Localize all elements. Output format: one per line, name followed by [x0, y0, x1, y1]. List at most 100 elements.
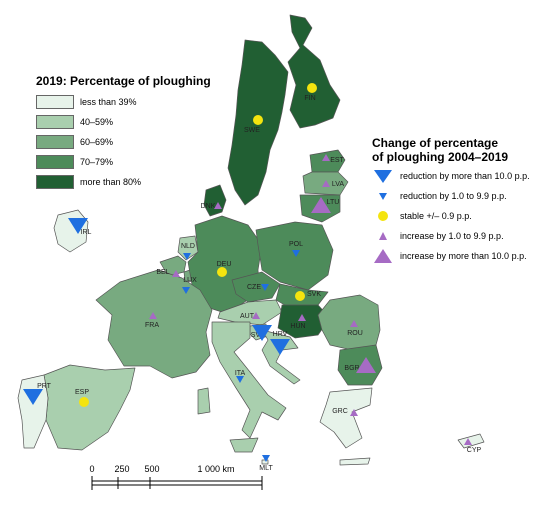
change-symbol-esp: [79, 397, 89, 407]
change-symbol-cze: [261, 284, 269, 291]
legend-class-1-label: less than 39%: [80, 97, 137, 107]
country-prt: [17, 374, 49, 449]
change-symbol-est: [322, 154, 330, 161]
scale-tick-500: 500: [144, 464, 159, 474]
legend-change-item-1-label: reduction by more than 10.0 p.p.: [400, 171, 530, 181]
scale-tick-1000: 1 000 km: [197, 464, 234, 474]
legend-change-title-line2: of ploughing 2004–2019: [372, 150, 509, 164]
change-symbol-pol: [292, 250, 300, 257]
country-label-esp: ESP: [75, 389, 89, 396]
change-symbol-rou: [350, 320, 358, 327]
country-label-est: EST: [330, 157, 344, 164]
legend-class-1: less than 39%: [36, 92, 211, 112]
legend-change-item-5: increase by more than 10.0 p.p.: [372, 246, 547, 266]
legend-change-item-3-label: stable +/– 0.9 p.p.: [400, 211, 472, 221]
legend-change-title-line1: Change of percentage: [372, 136, 499, 150]
change-symbol-swe: [253, 115, 263, 125]
change-symbol-svn: [252, 325, 272, 341]
country-label-ita: ITA: [235, 370, 246, 377]
country-bgr: [337, 344, 383, 386]
change-symbol-bgr: [356, 357, 376, 373]
country-hrv: [261, 329, 301, 385]
country-label-hun: HUN: [290, 323, 305, 330]
country-cze: [231, 271, 281, 303]
legend-swatch-2: [36, 115, 74, 129]
country-label-aut: AUT: [240, 313, 255, 320]
country-label-fin: FIN: [304, 95, 315, 102]
circle-icon: [378, 211, 388, 221]
legend-swatch-3: [36, 135, 74, 149]
country-label-nld: NLD: [181, 243, 195, 250]
scale-tick-0: 0: [89, 464, 94, 474]
legend-change-item-2: reduction by 1.0 to 9.9 p.p.: [372, 186, 547, 206]
change-symbol-lva: [322, 180, 330, 187]
country-nld: [177, 235, 199, 261]
legend-change-item-5-label: increase by more than 10.0 p.p.: [400, 251, 527, 261]
country-pol: [255, 221, 334, 291]
country-label-mlt: MLT: [259, 465, 273, 472]
legend-change-item-1: reduction by more than 10.0 p.p.: [372, 166, 547, 186]
change-symbol-bel: [172, 270, 180, 277]
legend-swatch-5: [36, 175, 74, 189]
country-label-svk: SVK: [307, 291, 321, 298]
change-symbol-mlt: [262, 455, 270, 462]
country-label-lva: LVA: [332, 181, 345, 188]
legend-change: Change of percentage of ploughing 2004–2…: [372, 136, 547, 266]
country-label-cyp: CYP: [467, 447, 482, 454]
small-down-triangle-icon: [379, 193, 387, 200]
country-label-prt: PRT: [37, 383, 52, 390]
change-symbol-prt: [23, 389, 43, 405]
country-label-hrv: HRV: [273, 331, 288, 338]
legend-change-item-2-label: reduction by 1.0 to 9.9 p.p.: [400, 191, 507, 201]
legend-class-3: 60–69%: [36, 132, 211, 152]
country-label-rou: ROU: [347, 330, 363, 337]
country-ita: [211, 321, 287, 439]
change-symbol-dnk: [214, 202, 222, 209]
country-label-grc: GRC: [332, 408, 348, 415]
change-symbol-svk: [295, 291, 305, 301]
country-ita-sicily: [229, 437, 259, 453]
change-symbol-ita: [236, 376, 244, 383]
country-label-deu: DEU: [217, 261, 232, 268]
change-symbol-nld: [183, 253, 191, 260]
country-mlt: [261, 459, 269, 465]
country-label-bgr: BGR: [344, 365, 359, 372]
country-label-fra: FRA: [145, 322, 159, 329]
scale-bar: [91, 476, 263, 490]
country-label-ltu: LTU: [327, 199, 340, 206]
big-up-triangle-icon: [374, 249, 392, 263]
change-symbol-aut: [252, 312, 260, 319]
small-up-triangle-icon: [379, 232, 387, 240]
change-symbol-irl: [68, 218, 88, 234]
country-label-svn: SVN: [251, 332, 265, 339]
change-symbol-deu: [217, 267, 227, 277]
change-symbol-ltu: [311, 197, 331, 213]
change-symbol-hrv: [270, 339, 290, 355]
legend-ploughing: 2019: Percentage of ploughing less than …: [36, 74, 211, 192]
country-fin: [287, 14, 341, 129]
legend-class-3-label: 60–69%: [80, 137, 114, 147]
change-symbol-cyp: [464, 438, 472, 445]
country-label-pol: POL: [289, 241, 303, 248]
change-symbol-lux: [182, 287, 190, 294]
country-aut: [217, 299, 283, 326]
country-label-swe: SWE: [244, 127, 260, 134]
scale-tick-250: 250: [114, 464, 129, 474]
country-fra: [95, 269, 213, 379]
country-label-dnk: DNK: [201, 203, 216, 210]
country-grc-crete: [339, 457, 371, 466]
legend-class-5-label: more than 80%: [80, 177, 142, 187]
legend-class-2: 40–59%: [36, 112, 211, 132]
country-grc: [319, 387, 373, 449]
legend-change-item-4-label: increase by 1.0 to 9.9 p.p.: [400, 231, 504, 241]
big-down-triangle-icon: [374, 170, 392, 183]
legend-change-item-4: increase by 1.0 to 9.9 p.p.: [372, 226, 547, 246]
legend-swatch-4: [36, 155, 74, 169]
country-label-irl: IRL: [81, 229, 92, 236]
legend-class-2-label: 40–59%: [80, 117, 114, 127]
change-symbol-grc: [350, 409, 358, 416]
country-label-lux: LUX: [183, 277, 197, 284]
change-symbol-fra: [149, 312, 157, 319]
country-label-bel: BEL: [156, 269, 169, 276]
